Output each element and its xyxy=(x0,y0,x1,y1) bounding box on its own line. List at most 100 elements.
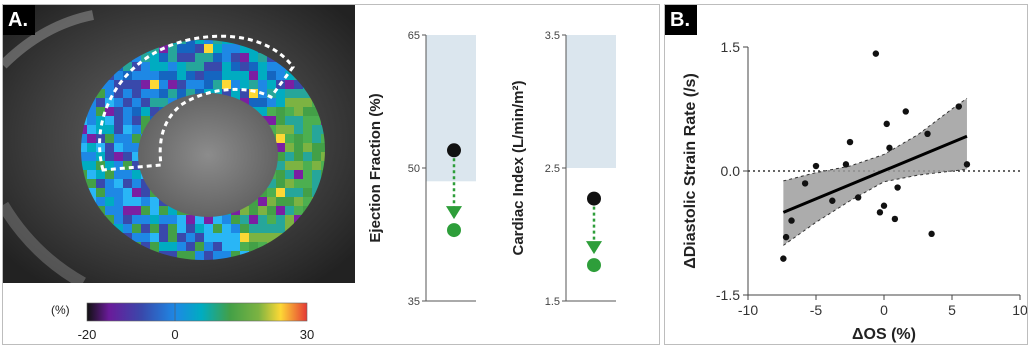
strain-pixel xyxy=(123,125,133,135)
strain-pixel xyxy=(213,53,223,63)
strain-pixel xyxy=(177,53,187,63)
strain-pixel xyxy=(276,98,286,108)
strain-pixel xyxy=(249,80,259,90)
strain-pixel xyxy=(168,116,178,126)
strain-pixel xyxy=(114,215,124,225)
strain-pixel xyxy=(141,161,151,171)
strain-pixel xyxy=(186,44,196,54)
strain-pixel xyxy=(168,143,178,153)
strain-pixel xyxy=(168,170,178,180)
y-tick-label: -1.5 xyxy=(716,287,740,303)
strain-pixel xyxy=(87,107,97,117)
strain-pixel xyxy=(150,215,160,225)
strain-pixel xyxy=(195,233,205,243)
strain-pixel xyxy=(285,35,295,45)
strain-pixel xyxy=(150,107,160,117)
strain-pixel xyxy=(240,152,250,162)
strain-pixel xyxy=(87,44,97,54)
strain-pixel xyxy=(321,206,331,216)
strain-pixel xyxy=(240,161,250,171)
strain-pixel xyxy=(222,80,232,90)
strain-pixel xyxy=(96,206,106,216)
strain-pixel xyxy=(231,152,241,162)
strain-pixel xyxy=(285,125,295,135)
strain-pixel xyxy=(96,35,106,45)
strain-pixel xyxy=(258,179,268,189)
strain-pixel xyxy=(330,107,340,117)
strain-pixel xyxy=(195,44,205,54)
strain-pixel xyxy=(204,143,214,153)
strain-pixel xyxy=(213,188,223,198)
strain-pixel xyxy=(159,242,169,252)
strain-pixel xyxy=(231,125,241,135)
scatter-point xyxy=(829,197,836,204)
strain-pixel xyxy=(105,116,115,126)
strain-pixel xyxy=(249,62,259,72)
strain-pixel xyxy=(159,224,169,234)
strain-pixel xyxy=(141,170,151,180)
strain-pixel xyxy=(177,224,187,234)
strain-pixel xyxy=(78,224,88,234)
strain-pixel xyxy=(177,71,187,81)
strain-pixel xyxy=(123,170,133,180)
strain-pixel xyxy=(123,161,133,171)
strain-pixel xyxy=(321,251,331,261)
strain-pixel xyxy=(114,170,124,180)
strain-pixel xyxy=(276,179,286,189)
strain-pixel xyxy=(96,215,106,225)
strain-pixel xyxy=(141,134,151,144)
scatter-point xyxy=(894,184,901,191)
strain-pixel xyxy=(294,215,304,225)
strain-pixel xyxy=(132,62,142,72)
strain-pixel xyxy=(177,116,187,126)
strain-pixel xyxy=(78,143,88,153)
strain-pixel xyxy=(267,206,277,216)
scatter-plot: -1.5 0.0 1.5 -10 -5 0 5 10 ΔOS (%) ΔDiastolic Str… xyxy=(682,39,1027,343)
strain-pixel xyxy=(303,71,313,81)
strain-pixel xyxy=(150,53,160,63)
strain-pixel xyxy=(303,53,313,63)
strain-pixel xyxy=(114,242,124,252)
mini-plots: 35 50 65 Ejection Fraction (%) 1.5 2.5 3.5 Card… xyxy=(367,30,616,308)
strain-pixel xyxy=(240,116,250,126)
strain-pixel xyxy=(195,206,205,216)
strain-pixel xyxy=(204,152,214,162)
strain-pixel xyxy=(231,251,241,261)
strain-pixel xyxy=(213,62,223,72)
strain-pixel xyxy=(78,116,88,126)
strain-pixel xyxy=(294,188,304,198)
strain-pixel xyxy=(204,125,214,135)
strain-pixel xyxy=(132,116,142,126)
strain-pixel xyxy=(141,224,151,234)
strain-pixel xyxy=(132,233,142,243)
strain-pixel xyxy=(240,125,250,135)
strain-pixel xyxy=(78,170,88,180)
strain-pixel xyxy=(105,107,115,117)
strain-pixel xyxy=(294,53,304,63)
strain-pixel xyxy=(267,251,277,261)
strain-pixel xyxy=(96,89,106,99)
strain-pixel xyxy=(186,233,196,243)
strain-pixel xyxy=(78,80,88,90)
strain-pixel xyxy=(141,206,151,216)
strain-pixel xyxy=(267,44,277,54)
strain-pixel xyxy=(303,143,313,153)
strain-pixel xyxy=(96,53,106,63)
strain-pixel xyxy=(249,224,259,234)
strain-pixel xyxy=(285,107,295,117)
strain-pixel xyxy=(159,179,169,189)
strain-pixel xyxy=(105,143,115,153)
strain-pixel xyxy=(240,206,250,216)
strain-pixel xyxy=(195,224,205,234)
strain-pixel xyxy=(132,98,142,108)
scatter-point xyxy=(801,180,809,187)
strain-pixel xyxy=(231,80,241,90)
strain-pixel xyxy=(294,98,304,108)
strain-pixel xyxy=(114,260,124,270)
strain-pixel xyxy=(258,170,268,180)
strain-pixel xyxy=(78,179,88,189)
strain-pixel xyxy=(123,44,133,54)
strain-pixel xyxy=(294,152,304,162)
strain-pixel xyxy=(150,206,160,216)
strain-pixel xyxy=(276,71,286,81)
